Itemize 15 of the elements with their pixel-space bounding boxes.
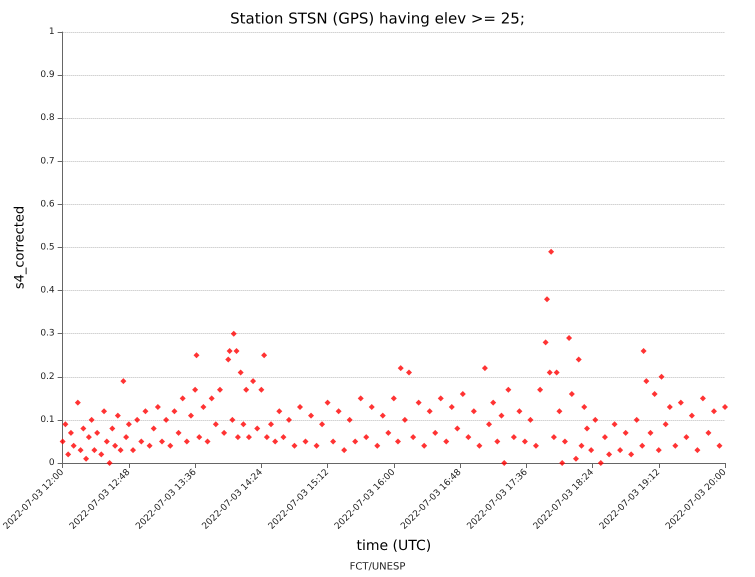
y-tick-label: 0.6 xyxy=(40,199,55,210)
chart-title: Station STSN (GPS) having elev >= 25; xyxy=(230,10,525,28)
y-tick-label: 0 xyxy=(48,458,55,468)
x-axis-title: time (UTC) xyxy=(356,538,432,554)
y-tick-label: 0.2 xyxy=(40,372,55,382)
y-tick-label: 0.9 xyxy=(40,70,55,80)
y-tick-label: 0.8 xyxy=(40,113,55,124)
y-tick-label: 0.4 xyxy=(40,286,55,296)
y-tick-label: 0.3 xyxy=(40,328,55,339)
y-tick-label: 0.1 xyxy=(40,414,55,425)
y-tick-label: 1 xyxy=(48,27,55,37)
y-axis-title: s4_corrected xyxy=(12,206,28,290)
y-tick-label: 0.7 xyxy=(40,156,55,166)
y-tick-label: 0.5 xyxy=(40,242,55,252)
text: FCT/UNESP xyxy=(350,562,406,572)
